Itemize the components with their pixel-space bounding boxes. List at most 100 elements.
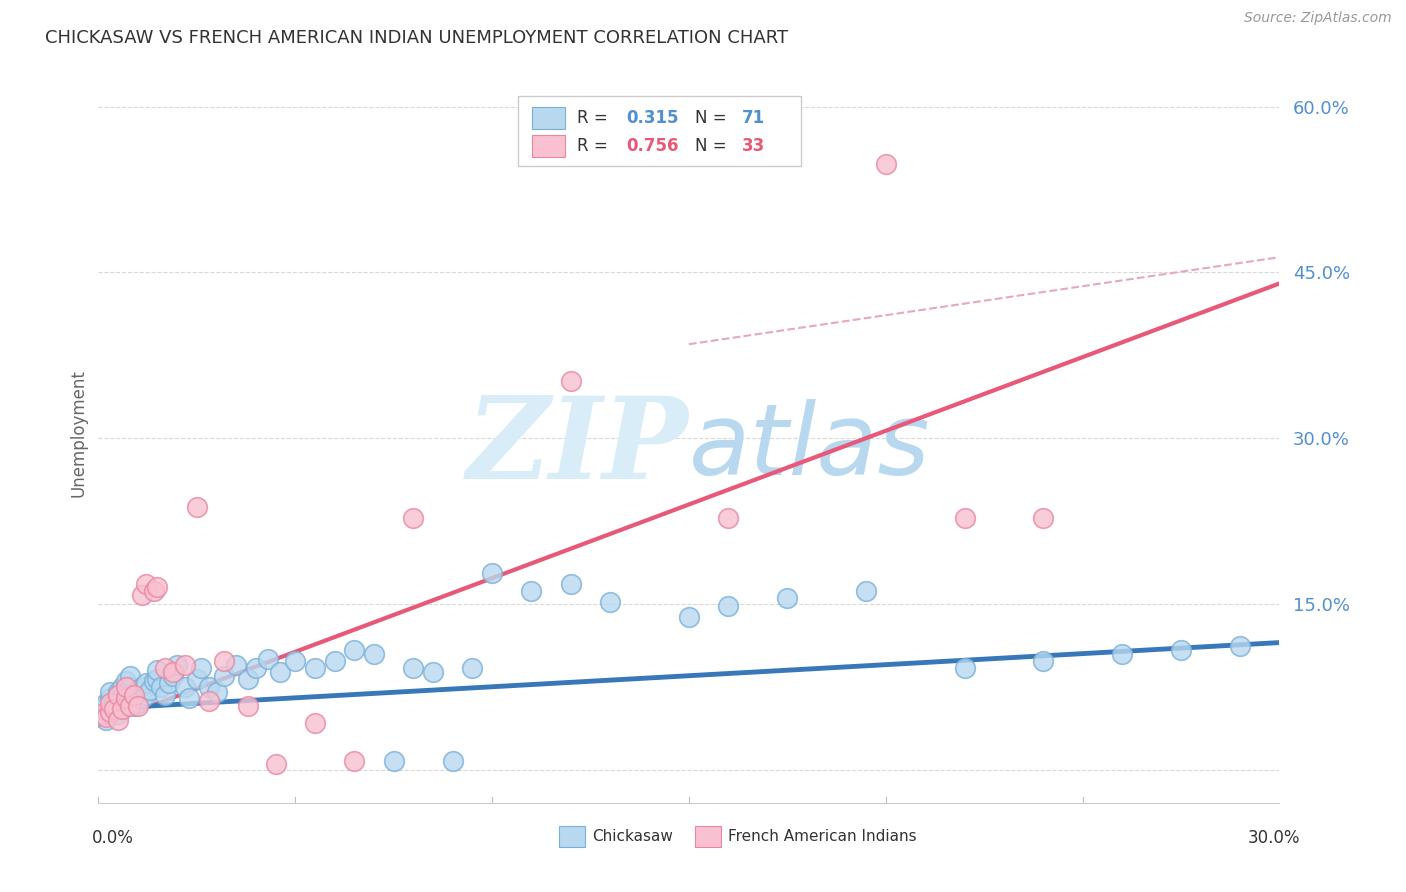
Point [98,690,121,705]
Point [96,713,118,727]
Text: Chickasaw: Chickasaw [592,830,673,845]
Point [122,688,145,702]
Point [96,697,118,711]
Point [177,690,200,705]
Text: 33: 33 [742,137,765,155]
Point [122,688,145,702]
Point [1111,647,1133,661]
Point [96,709,118,723]
Point [146,672,169,686]
Text: 30.0%: 30.0% [1249,829,1301,847]
Point [1229,639,1251,653]
Point [138,683,160,698]
Point [98,697,121,711]
Point [717,599,740,613]
Point [214,669,236,683]
Point [115,690,138,705]
Point [91,707,114,722]
Bar [560,827,585,847]
Point [461,661,484,675]
Point [205,685,228,699]
Text: CHICKASAW VS FRENCH AMERICAN INDIAN UNEMPLOYMENT CORRELATION CHART: CHICKASAW VS FRENCH AMERICAN INDIAN UNEM… [45,29,789,47]
Point [363,647,385,661]
Point [111,702,134,716]
Point [402,661,425,675]
Point [197,694,219,708]
Point [135,676,157,690]
Point [678,610,700,624]
Text: atlas: atlas [689,399,931,496]
Point [131,680,153,694]
Point [225,657,247,672]
Point [157,676,180,690]
Point [174,680,197,694]
Point [107,713,129,727]
Text: French American Indians: French American Indians [728,830,917,845]
Point [236,672,259,686]
Point [118,669,141,683]
Point [155,661,177,675]
Point [520,583,543,598]
Point [118,698,141,713]
Point [481,566,503,580]
Point [162,669,184,683]
Point [717,510,740,524]
Point [115,697,138,711]
Point [264,757,287,772]
Point [103,702,125,716]
Point [402,510,425,524]
Point [111,680,134,694]
Point [155,688,177,702]
Point [142,583,165,598]
Text: 0.0%: 0.0% [91,829,134,847]
Point [284,654,307,668]
Text: 0.315: 0.315 [626,109,679,127]
Point [1032,654,1054,668]
Point [115,680,138,694]
Point [98,685,121,699]
Point [560,374,582,388]
Point [150,680,173,694]
Point [98,705,121,719]
Point [1170,643,1192,657]
Point [103,697,125,711]
Point [127,697,149,711]
Point [422,665,444,680]
Text: N =: N = [695,137,731,155]
Point [304,716,326,731]
Point [343,754,366,768]
Bar [531,107,565,129]
FancyBboxPatch shape [517,95,801,166]
Point [245,661,267,675]
Text: R =: R = [576,137,613,155]
Point [560,577,582,591]
Point [190,661,212,675]
Point [162,665,184,680]
Text: R =: R = [576,109,613,127]
Y-axis label: Unemployment: Unemployment [69,368,87,497]
Point [131,690,153,705]
Point [599,595,621,609]
Point [103,702,125,716]
Point [343,643,366,657]
Bar [531,135,565,157]
Point [127,698,149,713]
Point [323,654,346,668]
Point [214,654,236,668]
Point [146,580,169,594]
Point [131,588,153,602]
Point [111,702,134,716]
Text: 71: 71 [742,109,765,127]
Text: N =: N = [695,109,731,127]
Point [166,657,188,672]
Point [118,690,141,705]
Point [186,672,208,686]
Point [197,680,219,694]
Point [127,683,149,698]
Point [256,652,278,666]
Point [107,685,129,699]
Point [441,754,464,768]
Point [142,674,165,689]
Point [107,688,129,702]
Point [776,591,799,606]
